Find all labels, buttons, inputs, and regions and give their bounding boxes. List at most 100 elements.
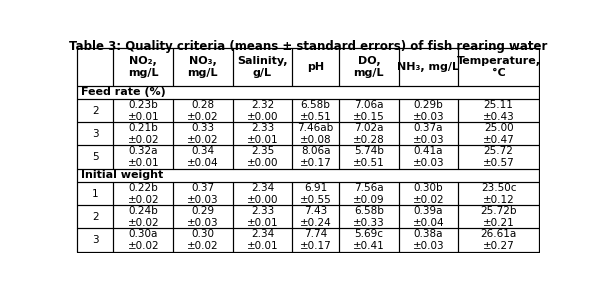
Bar [77, 145, 113, 169]
Text: 7.56a
±0.09: 7.56a ±0.09 [353, 183, 385, 205]
Text: 0.37a
±0.03: 0.37a ±0.03 [413, 123, 444, 145]
Text: 2: 2 [92, 212, 99, 222]
Text: Feed rate (%): Feed rate (%) [81, 87, 166, 97]
Text: 2.33
±0.01: 2.33 ±0.01 [247, 206, 278, 228]
Text: 0.37
±0.03: 0.37 ±0.03 [187, 183, 218, 205]
Text: 0.30b
±0.02: 0.30b ±0.02 [413, 183, 444, 205]
Bar [292, 122, 339, 145]
Text: 2.34
±0.01: 2.34 ±0.01 [247, 229, 278, 251]
Text: 6.91
±0.55: 6.91 ±0.55 [300, 183, 332, 205]
Text: 25.00
±0.47: 25.00 ±0.47 [483, 123, 515, 145]
Bar [233, 205, 292, 228]
Bar [77, 228, 113, 252]
Bar [173, 122, 233, 145]
Text: 7.43
±0.24: 7.43 ±0.24 [300, 206, 332, 228]
Bar [233, 122, 292, 145]
Text: 26.61a
±0.27: 26.61a ±0.27 [481, 229, 517, 251]
Text: Table 3: Quality criteria (means ± standard errors) of fish rearing water: Table 3: Quality criteria (means ± stand… [69, 39, 547, 53]
Bar [173, 228, 233, 252]
Text: 6.58b
±0.51: 6.58b ±0.51 [300, 100, 332, 122]
Text: 2: 2 [92, 106, 99, 116]
Bar [339, 99, 398, 122]
Text: Initial weight: Initial weight [81, 170, 163, 180]
Bar [458, 205, 539, 228]
Bar [458, 182, 539, 205]
Text: 0.30a
±0.02: 0.30a ±0.02 [127, 229, 159, 251]
Text: 23.50c
±0.12: 23.50c ±0.12 [481, 183, 517, 205]
Bar [458, 228, 539, 252]
Text: 0.24b
±0.02: 0.24b ±0.02 [127, 206, 159, 228]
Text: 0.34
±0.04: 0.34 ±0.04 [187, 146, 218, 168]
Text: NH₃, mg/L: NH₃, mg/L [397, 62, 460, 72]
Bar [113, 99, 173, 122]
Bar [398, 145, 458, 169]
Bar [113, 228, 173, 252]
Bar [398, 205, 458, 228]
Bar [113, 182, 173, 205]
Bar [339, 122, 398, 145]
Bar [77, 48, 113, 86]
Bar [458, 122, 539, 145]
Text: NO₂,
mg/L: NO₂, mg/L [128, 56, 158, 78]
Text: 25.72
±0.57: 25.72 ±0.57 [483, 146, 515, 168]
Text: 1: 1 [92, 189, 99, 199]
Bar [233, 99, 292, 122]
Bar [77, 99, 113, 122]
Text: 2.32
±0.00: 2.32 ±0.00 [247, 100, 278, 122]
Bar [398, 182, 458, 205]
Bar [292, 228, 339, 252]
Bar [458, 145, 539, 169]
Bar [339, 228, 398, 252]
Bar [173, 99, 233, 122]
Text: 0.29
±0.03: 0.29 ±0.03 [187, 206, 218, 228]
Bar [339, 182, 398, 205]
Text: DO,
mg/L: DO, mg/L [353, 56, 384, 78]
Text: 0.39a
±0.04: 0.39a ±0.04 [413, 206, 444, 228]
Bar [113, 122, 173, 145]
Bar [398, 48, 458, 86]
Text: 0.29b
±0.03: 0.29b ±0.03 [413, 100, 444, 122]
Bar [458, 48, 539, 86]
Bar [77, 205, 113, 228]
Bar [292, 48, 339, 86]
Text: 7.06a
±0.15: 7.06a ±0.15 [353, 100, 385, 122]
Bar [339, 145, 398, 169]
Text: 7.02a
±0.28: 7.02a ±0.28 [353, 123, 385, 145]
Text: 5.69c
±0.41: 5.69c ±0.41 [353, 229, 385, 251]
Text: 2.34
±0.00: 2.34 ±0.00 [247, 183, 278, 205]
Bar [77, 169, 539, 182]
Bar [77, 122, 113, 145]
Text: 2.33
±0.01: 2.33 ±0.01 [247, 123, 278, 145]
Bar [173, 48, 233, 86]
Text: 2.35
±0.00: 2.35 ±0.00 [247, 146, 278, 168]
Text: Temperature,
°C: Temperature, °C [457, 56, 541, 78]
Bar [173, 205, 233, 228]
Bar [398, 122, 458, 145]
Bar [292, 182, 339, 205]
Text: 25.11
±0.43: 25.11 ±0.43 [483, 100, 515, 122]
Bar [292, 205, 339, 228]
Bar [398, 99, 458, 122]
Bar [233, 228, 292, 252]
Bar [77, 182, 113, 205]
Bar [173, 145, 233, 169]
Bar [458, 99, 539, 122]
Bar [77, 86, 539, 99]
Text: 5.74b
±0.51: 5.74b ±0.51 [353, 146, 385, 168]
Bar [233, 48, 292, 86]
Text: 7.46ab
±0.08: 7.46ab ±0.08 [298, 123, 334, 145]
Bar [233, 145, 292, 169]
Bar [173, 182, 233, 205]
Bar [292, 99, 339, 122]
Text: 3: 3 [92, 129, 99, 139]
Text: 6.58b
±0.33: 6.58b ±0.33 [353, 206, 385, 228]
Text: 0.22b
±0.02: 0.22b ±0.02 [127, 183, 159, 205]
Text: 3: 3 [92, 235, 99, 245]
Bar [339, 205, 398, 228]
Text: pH: pH [307, 62, 324, 72]
Bar [113, 145, 173, 169]
Text: 0.33
±0.02: 0.33 ±0.02 [187, 123, 218, 145]
Text: 5: 5 [92, 152, 99, 162]
Bar [339, 48, 398, 86]
Bar [292, 145, 339, 169]
